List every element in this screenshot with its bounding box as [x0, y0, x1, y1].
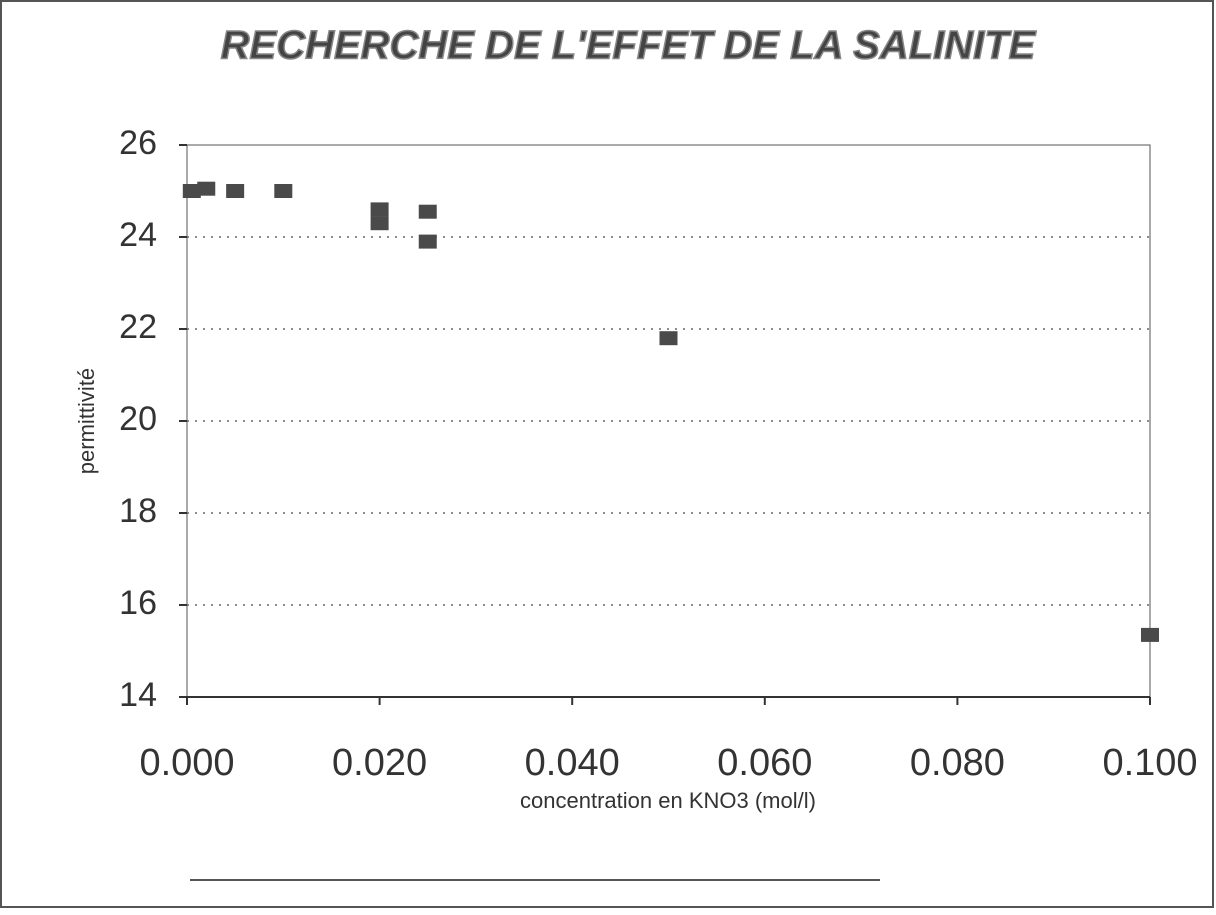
point — [370, 216, 389, 231]
point — [418, 234, 437, 249]
point — [226, 184, 245, 198]
x-tick-label: 0.020 — [332, 742, 427, 784]
x-tick-label: 0.000 — [139, 742, 234, 784]
x-tick-label: 0.040 — [525, 742, 620, 784]
x-axis-label: concentration en KNO3 (mol/l) — [520, 788, 816, 813]
y-tick-label: 16 — [119, 584, 157, 622]
y-tick-label: 20 — [119, 400, 157, 438]
y-axis-label: permittivité — [74, 368, 99, 474]
y-tick-label: 22 — [119, 308, 157, 346]
point — [370, 202, 389, 217]
y-tick-label: 14 — [119, 676, 157, 714]
point — [418, 204, 437, 219]
point — [197, 181, 216, 196]
point — [659, 331, 678, 346]
y-tick-label: 26 — [119, 124, 157, 162]
x-tick-label: 0.100 — [1102, 742, 1197, 784]
y-tick-label: 18 — [119, 492, 157, 530]
chart-title: RECHERCHE DE L'EFFET DE LA SALINITE — [221, 24, 1037, 68]
point — [182, 184, 201, 198]
x-tick-label: 0.060 — [717, 742, 812, 784]
point — [274, 184, 293, 198]
x-tick-label: 0.080 — [910, 742, 1005, 784]
y-tick-label: 24 — [119, 216, 157, 254]
point — [1141, 627, 1159, 642]
